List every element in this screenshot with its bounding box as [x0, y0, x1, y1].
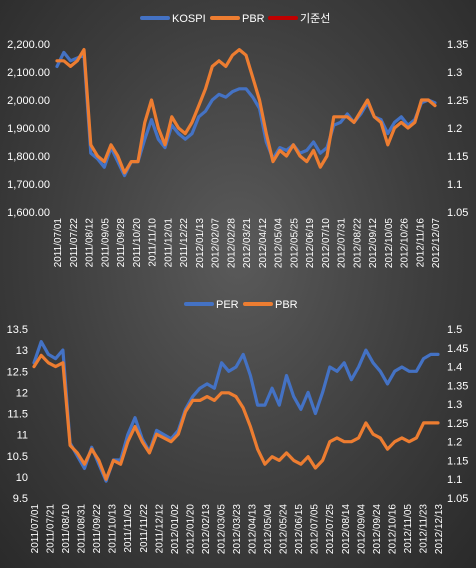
x-axis-tick-label: 2012/01/20: [185, 504, 196, 554]
x-axis-tick-label: 2012/01/13: [195, 218, 206, 268]
x-axis-tick-label: 2012/06/19: [305, 218, 316, 268]
x-axis-tick-label: 2011/12/22: [179, 218, 190, 268]
series-line-pbr: [55, 48, 437, 175]
right-axis-tick-label: 1.1: [447, 179, 462, 191]
right-axis-tick-label: 1.45: [447, 343, 468, 355]
left-axis-tick-label: 10: [16, 472, 28, 484]
right-axis-tick-label: 1.1: [447, 474, 462, 486]
right-axis-tick-label: 1.3: [447, 399, 462, 411]
x-axis-tick-label: 2011/09/28: [116, 218, 127, 268]
x-axis-tick-label: 2012/10/05: [384, 218, 395, 268]
x-axis-tick-label: 2012/02/13: [201, 504, 212, 554]
left-axis-tick-label: 9.5: [13, 493, 28, 505]
x-axis-tick-label: 2012/07/10: [321, 218, 332, 268]
x-axis-tick-label: 2012/03/05: [216, 504, 227, 554]
x-axis-tick-label: 2012/04/13: [248, 504, 259, 554]
right-axis-tick-label: 1.15: [447, 151, 468, 163]
left-axis-tick-label: 13: [16, 345, 28, 357]
x-axis-tick-label: 2012/02/07: [211, 218, 222, 268]
x-axis-tick-label: 2012/05/25: [289, 218, 300, 268]
x-axis-tick-label: 2012/07/31: [337, 218, 348, 268]
right-axis-tick-label: 1.35: [447, 380, 468, 392]
x-axis-tick-label: 2011/11/22: [139, 504, 150, 553]
x-axis-tick-label: 2011/09/22: [92, 504, 103, 554]
left-axis-tick-label: 11.5: [7, 409, 28, 421]
x-axis-tick-label: 2012/07/25: [325, 504, 336, 554]
legend-label: PER: [216, 299, 239, 311]
x-axis-tick-label: 2012/05/24: [279, 504, 290, 554]
x-axis-tick-label: 2011/11/02: [123, 504, 134, 553]
chart-kospi-pbr: 1,600.00 1,700.00 1,800.00 1,900.00 2,000.00…: [7, 12, 468, 268]
series-line-pbr: [32, 353, 440, 481]
left-axis-tick-label: 12.5: [7, 366, 28, 378]
x-axis-tick-label: 2012/07/05: [310, 504, 321, 554]
left-axis-tick-label: 2,100.00: [7, 67, 50, 79]
left-axis-tick-label: 2,000.00: [7, 95, 50, 107]
right-axis-tick-label: 1.2: [447, 437, 462, 449]
right-axis-tick-label: 1.25: [447, 418, 468, 430]
right-axis-tick-label: 1.2: [447, 123, 462, 135]
x-axis-tick-label: 2011/11/10: [148, 218, 159, 267]
x-axis-tick-label: 2011/12/12: [154, 504, 165, 554]
left-axis-tick-label: 1,600.00: [7, 207, 50, 219]
x-axis-tick-label: 2012/10/26: [400, 218, 411, 268]
right-axis-tick-label: 1.05: [447, 493, 468, 505]
x-axis-tick-label: 2011/08/12: [85, 218, 96, 268]
x-axis-tick-label: 2011/10/13: [108, 504, 119, 554]
x-axis-tick-label: 2012/02/28: [226, 218, 237, 268]
legend-label: PBR: [275, 299, 298, 311]
right-axis-tick-label: 1.25: [447, 95, 468, 107]
right-axis-tick-label: 1.5: [447, 324, 462, 336]
x-axis-tick-label: 2011/12/01: [163, 218, 174, 268]
x-axis-tick-label: 2012/05/04: [263, 504, 274, 554]
series-line-kospi: [55, 50, 437, 178]
x-axis-tick-label: 2012/01/02: [170, 504, 181, 554]
left-axis-tick-label: 12: [16, 387, 28, 399]
chart-per-pbr: 9.5 10 10.5 11 11.5 12 12.5 13 13.5 1.05 1.1 1.15 1.…: [7, 299, 469, 554]
x-axis-tick-label: 2012/10/16: [387, 504, 398, 554]
series-line-per: [32, 340, 440, 483]
right-axis-tick-label: 1.3: [447, 67, 462, 79]
x-axis-tick-label: 2012/05/04: [274, 218, 285, 268]
x-axis-tick-label: 2012/03/21: [242, 218, 253, 268]
left-axis-tick-label: 11: [17, 430, 28, 442]
x-axis-tick-label: 2012/06/15: [294, 504, 305, 554]
x-axis-tick-label: 2011/07/01: [30, 504, 41, 554]
x-axis-tick-label: 2012/03/23: [232, 504, 243, 554]
x-axis-tick-label: 2011/07/22: [69, 218, 80, 268]
right-axis-tick-label: 1.05: [447, 207, 468, 219]
left-axis-tick-label: 2,200.00: [7, 39, 50, 51]
x-axis-tick-label: 2012/08/22: [352, 218, 363, 268]
x-axis-tick-label: 2012/11/16: [415, 218, 426, 268]
legend-label: KOSPI: [172, 13, 206, 25]
x-axis-tick-label: 2012/12/13: [434, 504, 445, 554]
x-axis-tick-label: 2012/11/23: [418, 504, 429, 554]
x-axis-tick-label: 2012/11/05: [403, 504, 414, 554]
left-axis-tick-label: 10.5: [7, 451, 28, 463]
x-axis-tick-label: 2012/04/12: [258, 218, 269, 268]
x-axis-tick-label: 2011/07/01: [53, 218, 64, 268]
x-axis-tick-label: 2012/08/14: [341, 504, 352, 554]
x-axis-tick-label: 2012/12/07: [431, 218, 442, 268]
x-axis-tick-label: 2011/07/21: [46, 504, 57, 554]
legend-label: PBR: [242, 13, 265, 25]
x-axis-tick-label: 2011/10/20: [132, 218, 143, 268]
x-axis-tick-label: 2012/09/24: [372, 504, 383, 554]
right-axis-tick-label: 1.15: [447, 455, 468, 467]
x-axis-tick-label: 2011/09/05: [100, 218, 111, 268]
x-axis-tick-label: 2011/08/31: [77, 504, 88, 554]
left-axis-tick-label: 13.5: [7, 324, 28, 336]
left-axis-tick-label: 1,700.00: [7, 179, 50, 191]
x-axis-tick-label: 2012/09/04: [356, 504, 367, 554]
legend-label: 기준선: [300, 12, 330, 25]
x-axis-tick-label: 2011/08/10: [61, 504, 72, 554]
left-axis-tick-label: 1,800.00: [7, 151, 50, 163]
right-axis-tick-label: 1.4: [447, 362, 462, 374]
right-axis-tick-label: 1.35: [447, 39, 468, 51]
x-axis-tick-label: 2012/09/12: [368, 218, 379, 268]
left-axis-tick-label: 1,900.00: [7, 123, 50, 135]
